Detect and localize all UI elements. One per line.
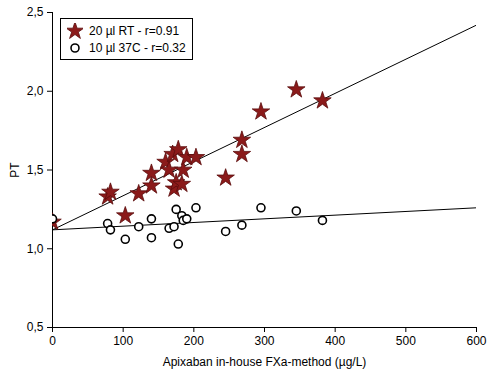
svg-text:300: 300 — [254, 334, 274, 348]
svg-text:400: 400 — [325, 334, 345, 348]
svg-text:2,5: 2,5 — [27, 5, 44, 19]
svg-text:Apixaban in-house FXa-method (: Apixaban in-house FXa-method (µg/L) — [163, 355, 367, 369]
svg-text:1,5: 1,5 — [27, 163, 44, 177]
svg-text:0,5: 0,5 — [27, 320, 44, 334]
svg-text:0: 0 — [49, 334, 56, 348]
svg-text:200: 200 — [184, 334, 204, 348]
html-text:20 µl RT - r=0.91: 20 µl RT - r=0.91 — [89, 23, 180, 38]
svg-text:PT: PT — [8, 162, 22, 178]
svg-text:100: 100 — [113, 334, 133, 348]
html-text:10 µl 37C - r=0.32: 10 µl 37C - r=0.32 — [89, 40, 186, 55]
svg-text:500: 500 — [396, 334, 416, 348]
svg-text:2,0: 2,0 — [27, 84, 44, 98]
svg-text:600: 600 — [466, 334, 486, 348]
svg-text:1,0: 1,0 — [27, 242, 44, 256]
